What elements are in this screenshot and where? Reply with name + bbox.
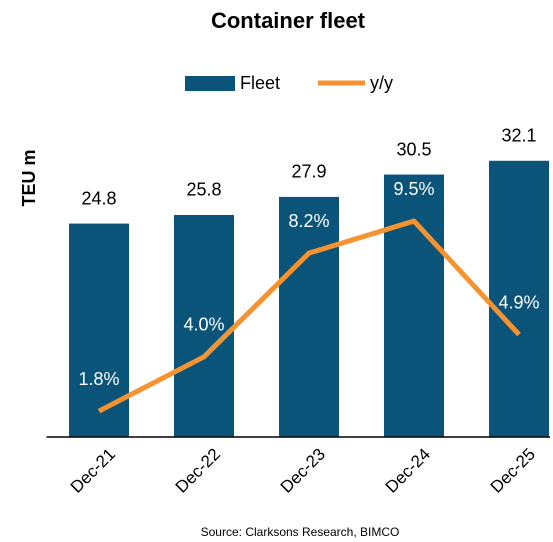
bar [279,196,339,437]
y-axis-label: TEU m [19,149,39,206]
data-label: 24.8 [81,188,116,208]
data-label: 30.5 [396,139,431,159]
data-label: 1.8% [78,369,119,389]
legend-label: Fleet [240,73,280,93]
x-tick-label: Dec-23 [277,445,329,497]
legend-label: y/y [370,73,393,93]
data-label: 8.2% [288,211,329,231]
x-tick-label: Dec-25 [487,445,539,497]
bar [69,223,129,437]
legend-swatch [185,76,235,91]
x-tick-label: Dec-22 [172,445,224,497]
bar [489,160,549,437]
data-label: 32.1 [501,126,536,146]
data-label: 4.9% [498,292,539,312]
bar [174,214,234,437]
line [97,218,521,414]
data-label: 4.0% [183,315,224,335]
data-label: 9.5% [393,179,434,199]
bar [384,174,444,437]
data-label: 27.9 [291,162,326,182]
data-label: 25.8 [186,180,221,200]
x-tick-label: Dec-21 [67,445,119,497]
chart-title: Container fleet [211,8,366,33]
source-note: Source: Clarksons Research, BIMCO [201,525,400,539]
x-tick-label: Dec-24 [382,445,434,497]
